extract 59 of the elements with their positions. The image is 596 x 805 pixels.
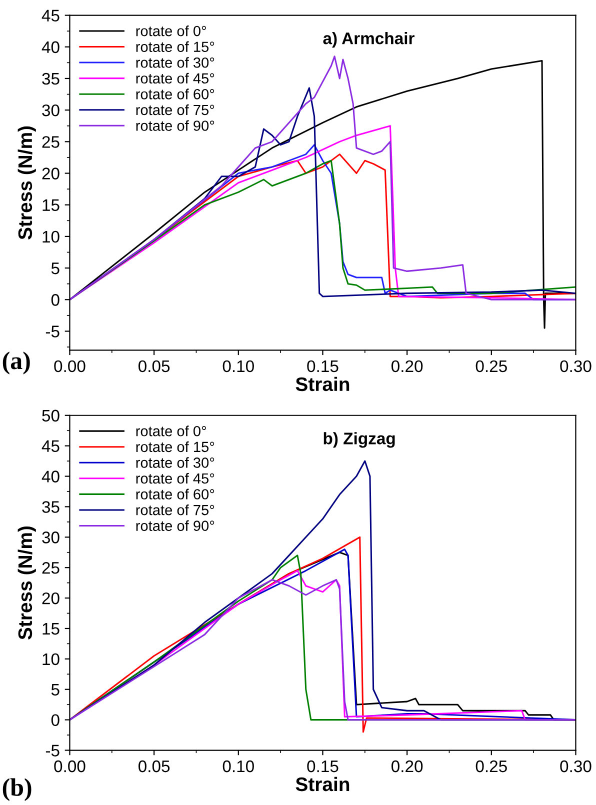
y-tick-label: 5 xyxy=(51,262,60,274)
legend-label: rotate of 60° xyxy=(136,488,214,500)
y-tick-label: 20 xyxy=(42,592,60,604)
y-tick-label: 5 xyxy=(51,684,60,696)
text: (a) xyxy=(2,352,30,374)
legend-label: rotate of 15° xyxy=(136,441,214,452)
x-tick-label: 0.30 xyxy=(560,760,592,772)
y-tick-label: 35 xyxy=(42,72,60,85)
x-axis-title: Strain xyxy=(296,376,350,392)
legend-label: rotate of 0° xyxy=(136,26,206,36)
x-tick-label: 0.10 xyxy=(222,760,254,772)
y-tick-label: -5 xyxy=(46,326,60,338)
y-tick-label: 40 xyxy=(42,470,60,482)
x-tick-label: 0.05 xyxy=(138,760,170,772)
x-tick-label: 0.25 xyxy=(476,360,507,372)
y-tick-label: 40 xyxy=(42,41,60,54)
y-tick-label: 10 xyxy=(42,653,60,666)
y-tick-label: 15 xyxy=(42,199,60,212)
x-tick-label: 0.10 xyxy=(222,360,254,372)
y-tick-label: 25 xyxy=(42,562,60,574)
y-tick-label: 45 xyxy=(42,440,60,452)
x-tick-label: 0.00 xyxy=(54,360,86,372)
x-axis-title: Strain xyxy=(296,776,350,792)
y-tick-label: 0 xyxy=(51,714,60,726)
y-tick-label: -5 xyxy=(46,744,60,756)
legend-label: rotate of 30° xyxy=(136,457,214,468)
legend-label: rotate of 0° xyxy=(136,426,206,436)
y-axis-title: Stress (N/m) xyxy=(18,126,36,240)
x-tick-label: 0.15 xyxy=(307,760,338,772)
x-tick-label: 0.15 xyxy=(307,360,338,372)
x-tick-label: 0.25 xyxy=(476,760,507,772)
x-tick-label: 0.20 xyxy=(392,360,423,372)
legend-label: rotate of 60° xyxy=(136,88,214,100)
x-tick-label: 0.30 xyxy=(560,360,592,372)
y-tick-label: 10 xyxy=(42,230,60,243)
text: (b) xyxy=(2,778,32,801)
x-tick-label: 0.05 xyxy=(138,360,170,372)
legend-label: rotate of 30° xyxy=(136,57,214,68)
legend-label: rotate of 90° xyxy=(136,120,214,131)
legend-label: rotate of 75° xyxy=(136,504,214,516)
legend-label: rotate of 45° xyxy=(136,472,214,484)
y-tick-label: 20 xyxy=(42,168,60,180)
y-tick-label: 25 xyxy=(42,136,60,148)
legend-label: rotate of 90° xyxy=(136,520,214,531)
y-axis-title: Stress (N/m) xyxy=(18,526,36,640)
x-tick-label: 0.20 xyxy=(392,760,423,772)
y-tick-label: 35 xyxy=(42,501,60,513)
y-tick-label: 15 xyxy=(42,623,60,635)
y-tick-label: 45 xyxy=(42,10,60,22)
legend-label: rotate of 15° xyxy=(136,41,214,52)
y-tick-label: 0 xyxy=(51,294,60,306)
y-tick-label: 30 xyxy=(42,104,60,116)
legend-label: rotate of 45° xyxy=(136,72,214,84)
text: b) Zigzag xyxy=(324,432,395,448)
text: a) Armchair xyxy=(323,32,414,48)
y-tick-label: 50 xyxy=(42,410,60,422)
y-tick-label: 30 xyxy=(42,532,60,544)
x-tick-label: 0.00 xyxy=(54,760,86,772)
legend-label: rotate of 75° xyxy=(136,104,214,116)
